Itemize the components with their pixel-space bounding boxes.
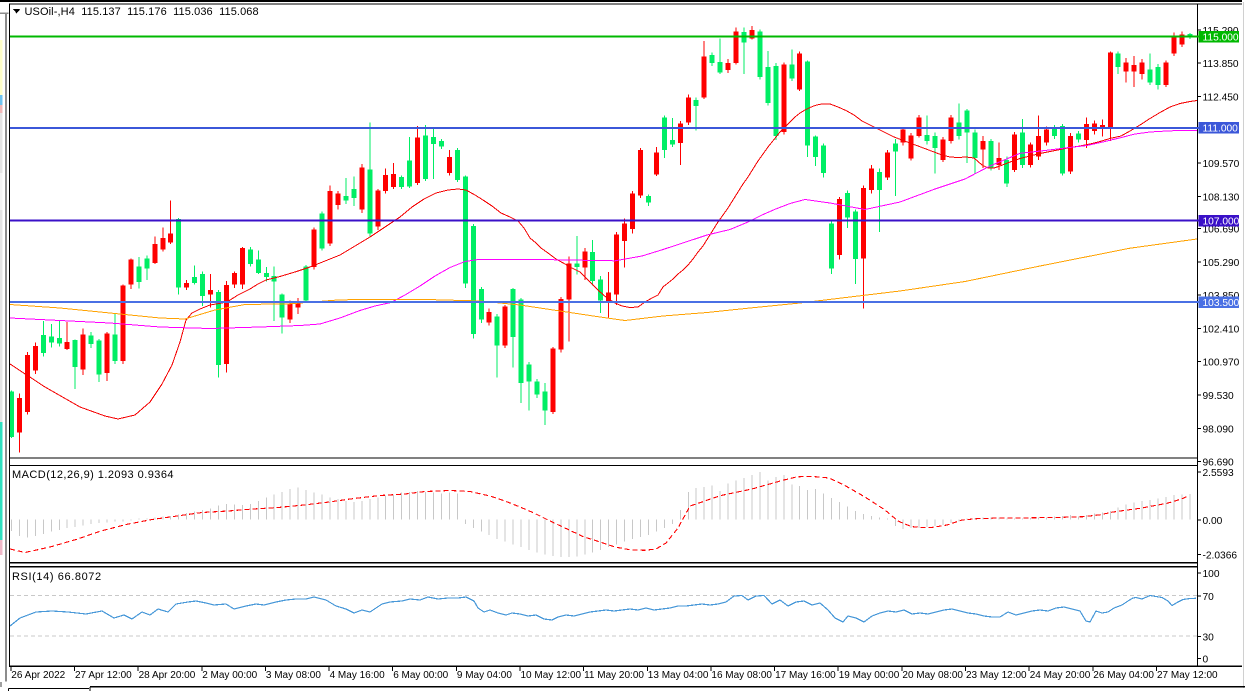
svg-text:107.000: 107.000 [1203,216,1240,227]
svg-text:105.290: 105.290 [1203,258,1240,269]
svg-text:-2.0366: -2.0366 [1203,551,1238,562]
svg-text:9 May 04:00: 9 May 04:00 [457,670,512,681]
svg-text:RSI(14) 66.8072: RSI(14) 66.8072 [12,571,102,583]
svg-text:0.00: 0.00 [1203,516,1223,527]
svg-text:111.000: 111.000 [1203,124,1239,135]
svg-text:23 May 12:00: 23 May 12:00 [966,670,1027,681]
svg-text:70: 70 [1203,592,1215,603]
svg-text:4 May 16:00: 4 May 16:00 [330,670,385,681]
svg-text:100.970: 100.970 [1203,358,1240,369]
svg-text:100: 100 [1203,569,1220,580]
svg-text:26 May 04:00: 26 May 04:00 [1093,670,1154,681]
svg-text:103.500: 103.500 [1203,298,1240,309]
svg-text:16 May 08:00: 16 May 08:00 [711,670,772,681]
svg-text:3 May 08:00: 3 May 08:00 [266,670,321,681]
svg-text:96.690: 96.690 [1203,458,1234,469]
svg-text:28 Apr 20:00: 28 Apr 20:00 [139,670,196,681]
svg-text:2.5593: 2.5593 [1203,468,1234,479]
svg-text:27 Apr 12:00: 27 Apr 12:00 [75,670,132,681]
svg-text:20 May 08:00: 20 May 08:00 [902,670,963,681]
svg-text:6 May 00:00: 6 May 00:00 [393,670,448,681]
svg-text:113.850: 113.850 [1203,59,1239,70]
svg-text:99.530: 99.530 [1203,391,1234,402]
svg-text:USOil-,H4 115.137 115.176 1: USOil-,H4 115.137 115.176 115.036 115.06… [25,6,259,18]
svg-text:10 May 12:00: 10 May 12:00 [521,670,582,681]
svg-text:98.090: 98.090 [1203,424,1234,435]
svg-text:0: 0 [1203,654,1209,665]
svg-text:115.000: 115.000 [1203,33,1239,44]
svg-text:102.410: 102.410 [1203,324,1240,335]
svg-text:13 May 04:00: 13 May 04:00 [648,670,709,681]
svg-text:112.450: 112.450 [1203,92,1239,103]
svg-text:19 May 00:00: 19 May 00:00 [839,670,900,681]
svg-text:2 May 00:00: 2 May 00:00 [202,670,257,681]
svg-text:27 May 12:00: 27 May 12:00 [1157,670,1218,681]
svg-text:108.130: 108.130 [1203,192,1240,203]
svg-text:106.690: 106.690 [1203,225,1240,236]
svg-text:MACD(12,26,9) 1.2093 0.9364: MACD(12,26,9) 1.2093 0.9364 [12,469,174,481]
svg-text:11 May 20:00: 11 May 20:00 [584,670,644,681]
svg-text:109.570: 109.570 [1203,159,1240,170]
svg-text:24 May 20:00: 24 May 20:00 [1030,670,1091,681]
svg-text:26 Apr 2022: 26 Apr 2022 [11,670,65,681]
svg-text:17 May 16:00: 17 May 16:00 [775,670,836,681]
svg-text:30: 30 [1203,633,1215,644]
